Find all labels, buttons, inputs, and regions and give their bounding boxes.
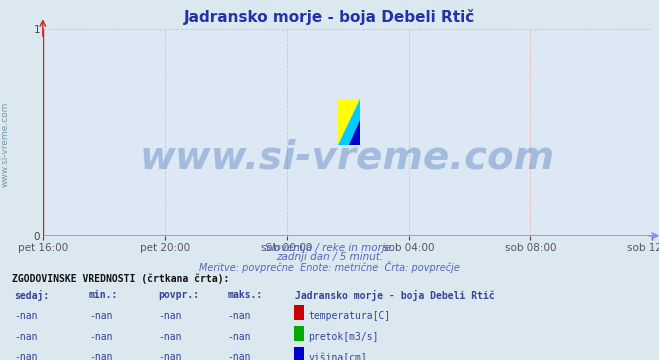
Text: -nan: -nan xyxy=(89,332,113,342)
Text: -nan: -nan xyxy=(89,352,113,360)
Text: min.:: min.: xyxy=(89,290,119,300)
Text: ZGODOVINSKE VREDNOSTI (črtkana črta):: ZGODOVINSKE VREDNOSTI (črtkana črta): xyxy=(12,274,229,284)
Text: maks.:: maks.: xyxy=(227,290,262,300)
Text: -nan: -nan xyxy=(14,352,38,360)
Text: -nan: -nan xyxy=(158,332,182,342)
Polygon shape xyxy=(338,99,360,145)
Text: -nan: -nan xyxy=(14,311,38,321)
Polygon shape xyxy=(349,120,360,145)
Text: -nan: -nan xyxy=(227,311,251,321)
Text: www.si-vreme.com: www.si-vreme.com xyxy=(1,101,10,187)
Text: sedaj:: sedaj: xyxy=(14,290,49,301)
Text: Meritve: povprečne  Enote: metrične  Črta: povprečje: Meritve: povprečne Enote: metrične Črta:… xyxy=(199,261,460,273)
Text: -nan: -nan xyxy=(227,352,251,360)
Text: Slovenija / reke in morje.: Slovenija / reke in morje. xyxy=(265,243,394,253)
Text: zadnji dan / 5 minut.: zadnji dan / 5 minut. xyxy=(276,252,383,262)
Text: -nan: -nan xyxy=(158,352,182,360)
Text: višina[cm]: višina[cm] xyxy=(308,352,367,360)
Text: -nan: -nan xyxy=(14,332,38,342)
Text: pretok[m3/s]: pretok[m3/s] xyxy=(308,332,379,342)
Text: -nan: -nan xyxy=(158,311,182,321)
Text: povpr.:: povpr.: xyxy=(158,290,199,300)
Text: Jadransko morje - boja Debeli Rtič: Jadransko morje - boja Debeli Rtič xyxy=(184,9,475,25)
Polygon shape xyxy=(338,99,360,145)
Text: -nan: -nan xyxy=(89,311,113,321)
Text: temperatura[C]: temperatura[C] xyxy=(308,311,391,321)
Text: www.si-vreme.com: www.si-vreme.com xyxy=(140,138,556,176)
Text: -nan: -nan xyxy=(227,332,251,342)
Text: Jadransko morje - boja Debeli Rtič: Jadransko morje - boja Debeli Rtič xyxy=(295,290,495,301)
